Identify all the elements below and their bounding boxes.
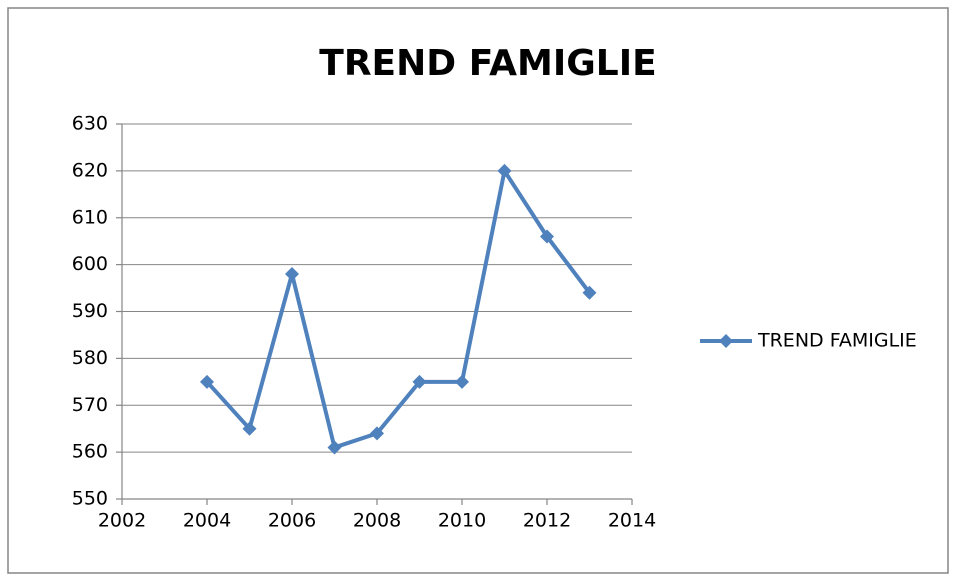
- chart-title: TREND FAMIGLIE: [319, 43, 656, 84]
- marker: [242, 421, 257, 436]
- marker: [582, 285, 597, 300]
- y-tick-label: 560: [72, 441, 108, 463]
- y-tick-label: 550: [72, 488, 108, 510]
- y-tick-label: 580: [72, 347, 108, 369]
- x-tick-label: 2006: [268, 510, 316, 532]
- y-tick-label: 570: [72, 394, 108, 416]
- marker: [200, 374, 214, 389]
- x-tick-label: 2004: [183, 510, 231, 532]
- legend-marker: [719, 334, 733, 348]
- marker: [540, 229, 554, 244]
- marker: [285, 267, 299, 281]
- y-tick-label: 590: [72, 300, 108, 322]
- x-tick-label: 2002: [98, 510, 146, 532]
- y-tick-label: 620: [72, 159, 108, 181]
- y-tick-label: 610: [72, 206, 108, 228]
- legend-label: TREND FAMIGLIE: [757, 330, 917, 352]
- x-tick-label: 2008: [353, 510, 401, 532]
- series-line: [205, 168, 592, 450]
- y-tick-label: 630: [72, 113, 108, 135]
- marker: [370, 426, 384, 441]
- x-tick-label: 2012: [523, 510, 571, 532]
- marker: [327, 440, 342, 455]
- marker: [412, 374, 427, 389]
- chart-border: [7, 7, 949, 574]
- x-tick-label: 2010: [438, 510, 486, 532]
- x-tick-label: 2014: [608, 510, 656, 532]
- y-tick-label: 600: [72, 253, 108, 275]
- marker: [497, 163, 512, 178]
- marker: [455, 374, 469, 389]
